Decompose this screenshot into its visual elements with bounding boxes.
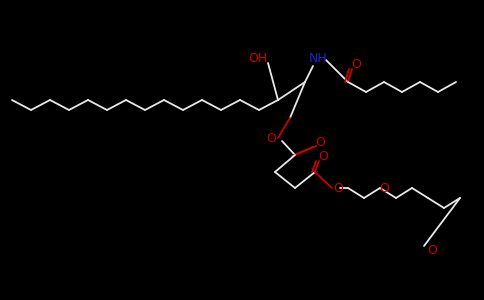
Text: O: O	[315, 136, 325, 148]
Text: O: O	[333, 182, 343, 194]
Text: O: O	[351, 58, 361, 71]
Text: OH: OH	[248, 52, 268, 64]
Text: O: O	[379, 182, 389, 194]
Text: O: O	[318, 151, 328, 164]
Text: O: O	[427, 244, 437, 256]
Text: O: O	[266, 131, 276, 145]
Text: NH: NH	[309, 52, 327, 64]
